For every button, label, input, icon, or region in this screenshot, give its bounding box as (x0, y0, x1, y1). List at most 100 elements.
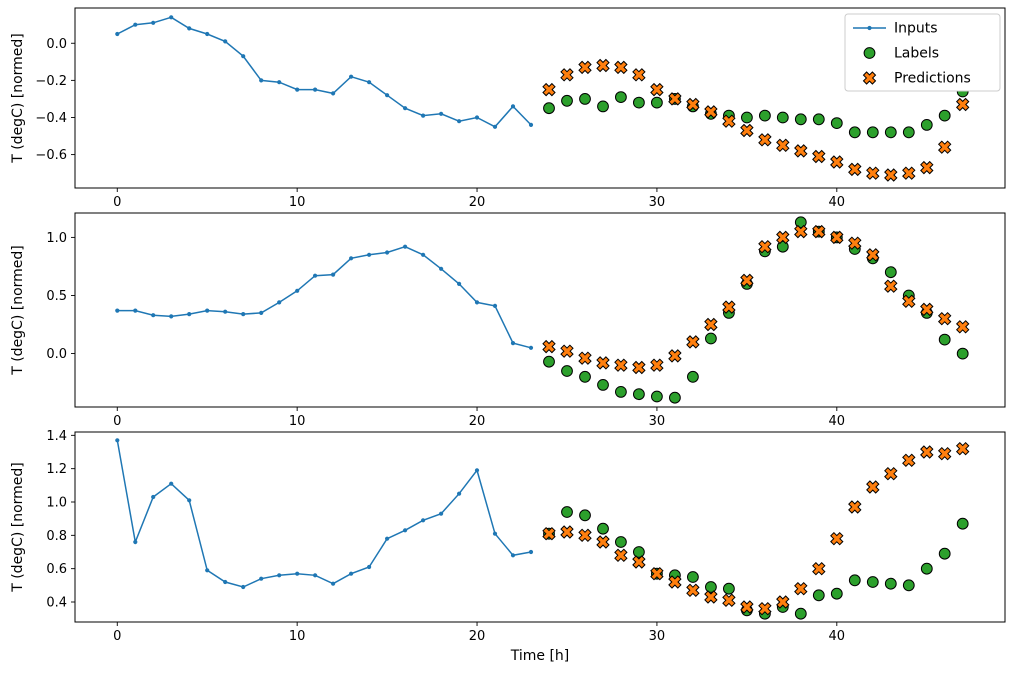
inputs-point (295, 571, 300, 576)
predictions-point (830, 531, 844, 546)
inputs-point (313, 573, 318, 578)
predictions-point (560, 525, 574, 539)
y-tick-label: 1.0 (46, 496, 67, 511)
labels-point (561, 365, 573, 377)
predictions-point (920, 302, 934, 317)
x-tick-label: 10 (289, 629, 306, 644)
predictions-point (812, 561, 826, 576)
y-tick-label: 0.0 (46, 37, 67, 52)
labels-point (615, 536, 627, 548)
inputs-point (403, 528, 408, 533)
labels-point (615, 386, 627, 398)
inputs-point (133, 22, 138, 27)
predictions-point (884, 168, 898, 182)
inputs-point (205, 308, 210, 313)
labels-point (561, 94, 573, 107)
inputs-line (116, 16, 532, 128)
inputs-point (115, 308, 120, 313)
predictions-point (614, 548, 628, 563)
labels-point (848, 574, 861, 587)
inputs-point (492, 531, 498, 536)
labels-point (776, 111, 789, 124)
predictions-point (596, 356, 610, 370)
labels-point (705, 332, 717, 345)
labels-point (938, 109, 951, 122)
inputs-point (439, 511, 444, 516)
inputs-point (151, 20, 156, 25)
inputs-point (457, 281, 462, 286)
predictions-point (704, 590, 718, 604)
x-tick-label: 30 (649, 629, 666, 644)
inputs-point (187, 312, 192, 317)
series-predictions (542, 58, 970, 182)
y-tick-label: 0.0 (46, 347, 67, 362)
inputs-point (403, 106, 408, 111)
predictions-point (650, 566, 664, 581)
legend-inputs-dot-icon (867, 25, 872, 31)
x-tick-label: 20 (469, 195, 486, 210)
labels-point (615, 91, 627, 103)
predictions-point (668, 92, 682, 106)
labels-point (830, 117, 843, 129)
inputs-point (492, 303, 498, 308)
inputs-point (349, 256, 354, 261)
inputs-point (205, 568, 210, 573)
x-tick-label: 0 (113, 414, 121, 429)
inputs-point (223, 39, 228, 44)
predictions-point (866, 480, 880, 494)
predictions-point (578, 351, 592, 365)
inputs-point (510, 104, 516, 109)
predictions-point (794, 144, 808, 158)
predictions-point (848, 236, 862, 250)
series-inputs (115, 15, 534, 129)
inputs-line (117, 245, 532, 349)
inputs-point (367, 80, 372, 85)
inputs-point (241, 312, 246, 317)
predictions-point (884, 279, 898, 293)
inputs-point (331, 581, 336, 586)
x-axis-label: Time [h] (510, 648, 570, 664)
y-axis-label: T (degC) [normed] (10, 33, 26, 164)
inputs-point (223, 309, 228, 314)
predictions-point (614, 60, 628, 75)
inputs-point (528, 345, 534, 350)
predictions-point (937, 140, 952, 154)
labels-point (687, 370, 699, 383)
legend: Inputs Labels Predictions (844, 13, 1001, 92)
predictions-point (848, 500, 862, 514)
inputs-point (169, 481, 174, 486)
inputs-point (295, 87, 300, 92)
inputs-point (313, 273, 318, 278)
inputs-point (528, 122, 534, 127)
predictions-point (722, 593, 736, 608)
inputs-point (474, 115, 480, 120)
legend-label: Predictions (894, 71, 971, 87)
predictions-point (955, 320, 970, 334)
inputs-point (385, 250, 390, 255)
inputs-point (133, 539, 138, 545)
labels-point (956, 347, 969, 360)
y-tick-label: −0.6 (35, 148, 67, 163)
labels-point (938, 333, 951, 346)
y-tick-label: 1.0 (46, 231, 67, 246)
inputs-point (151, 313, 156, 318)
inputs-point (439, 111, 444, 116)
labels-point (794, 216, 807, 229)
series-predictions (542, 441, 970, 616)
predictions-point (632, 68, 646, 82)
labels-point (759, 109, 771, 122)
predictions-point (955, 441, 970, 456)
inputs-point (277, 80, 282, 85)
inputs-point (421, 113, 426, 118)
labels-point (543, 102, 555, 115)
inputs-point (457, 119, 462, 124)
legend-predictions-x-icon (862, 71, 877, 85)
y-tick-label: 1.4 (46, 429, 67, 444)
predictions-point (848, 162, 862, 177)
predictions-point (902, 453, 916, 468)
predictions-point (758, 601, 772, 616)
labels-point (579, 93, 591, 105)
labels-point (651, 390, 663, 403)
inputs-point (205, 31, 210, 37)
